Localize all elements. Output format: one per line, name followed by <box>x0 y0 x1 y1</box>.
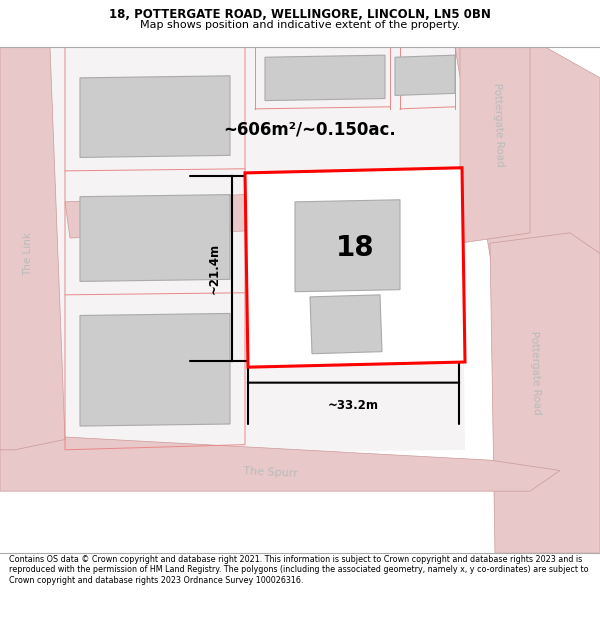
Text: ~606m²/~0.150ac.: ~606m²/~0.150ac. <box>224 121 397 139</box>
Polygon shape <box>455 47 600 553</box>
Text: The Link: The Link <box>23 231 33 276</box>
Polygon shape <box>80 313 230 426</box>
Polygon shape <box>490 233 600 553</box>
Polygon shape <box>245 168 465 367</box>
Text: Pottergate Road: Pottergate Road <box>491 82 505 166</box>
Text: Map shows position and indicative extent of the property.: Map shows position and indicative extent… <box>140 20 460 30</box>
Text: Pottergate Road: Pottergate Road <box>529 330 541 414</box>
Polygon shape <box>0 434 560 491</box>
Polygon shape <box>80 76 230 158</box>
Polygon shape <box>395 55 455 96</box>
Polygon shape <box>460 47 530 243</box>
Polygon shape <box>50 47 465 455</box>
Polygon shape <box>310 295 382 354</box>
Text: The Spurr: The Spurr <box>242 466 298 479</box>
Text: 18: 18 <box>335 234 374 262</box>
Text: ~33.2m: ~33.2m <box>328 399 379 412</box>
Text: Contains OS data © Crown copyright and database right 2021. This information is : Contains OS data © Crown copyright and d… <box>9 555 589 585</box>
Text: 18, POTTERGATE ROAD, WELLINGORE, LINCOLN, LN5 0BN: 18, POTTERGATE ROAD, WELLINGORE, LINCOLN… <box>109 8 491 21</box>
Polygon shape <box>80 194 230 281</box>
Text: ~21.4m: ~21.4m <box>208 243 221 294</box>
Polygon shape <box>65 186 455 238</box>
Polygon shape <box>295 200 400 292</box>
Polygon shape <box>265 55 385 101</box>
Polygon shape <box>0 47 65 450</box>
